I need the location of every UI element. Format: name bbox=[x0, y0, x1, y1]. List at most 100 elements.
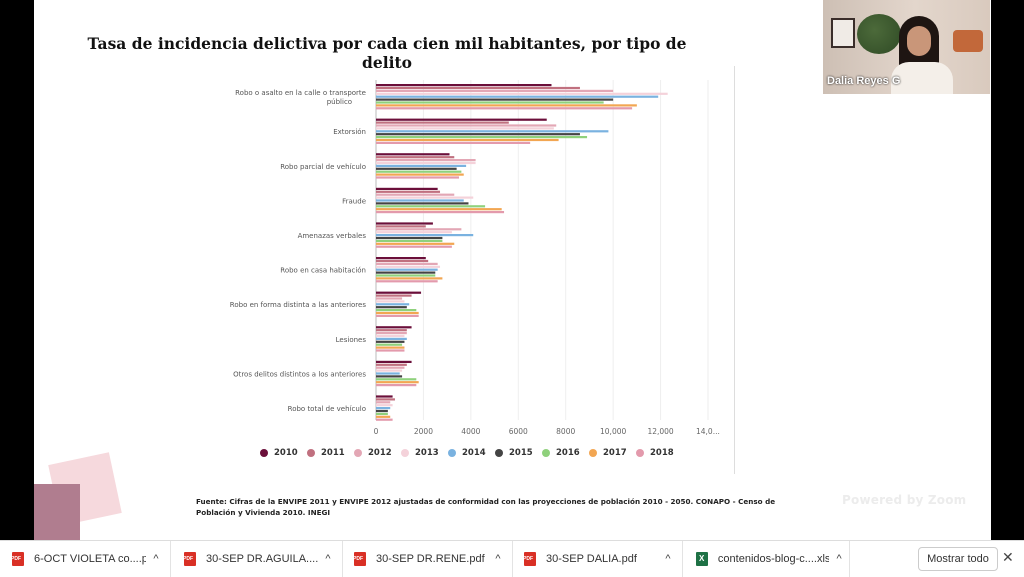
bar-2011 bbox=[376, 398, 395, 401]
bar-2012 bbox=[376, 89, 614, 92]
bar-2018 bbox=[376, 245, 452, 248]
legend-item-2011[interactable]: 2011 bbox=[307, 448, 354, 458]
participant-body bbox=[891, 62, 953, 94]
category-label: Extorsión bbox=[333, 128, 366, 136]
bar-chart: 0 2000 4000 6000 8000 10,000 12,000 14,0... Robo… bbox=[230, 80, 720, 436]
legend-item-2018[interactable]: 2018 bbox=[636, 448, 683, 458]
bar-2012 bbox=[376, 193, 455, 196]
bar-2011 bbox=[376, 190, 441, 193]
bar-2016 bbox=[376, 170, 462, 173]
plant bbox=[857, 14, 901, 54]
bar-2012 bbox=[376, 401, 391, 404]
x-tick-label: 4000 bbox=[461, 427, 480, 436]
chevron-up-icon[interactable]: ^ bbox=[325, 553, 331, 565]
participant-name: Dalia Reyes G bbox=[827, 75, 901, 87]
bar-2011 bbox=[376, 121, 509, 124]
legend-dot-icon bbox=[354, 449, 362, 457]
chevron-up-icon[interactable]: ^ bbox=[495, 553, 501, 565]
bar-2016 bbox=[376, 205, 486, 208]
bar-2016 bbox=[376, 309, 417, 312]
bar-2018 bbox=[376, 349, 405, 352]
bar-2010 bbox=[376, 257, 426, 260]
bar-2010 bbox=[376, 118, 547, 121]
download-item[interactable]: 30-SEP DR.RENE.pdf ^ bbox=[342, 541, 513, 577]
legend-label: 2018 bbox=[650, 448, 674, 458]
bar-2012 bbox=[376, 124, 557, 127]
category-label: Robo en forma distinta a las anteriores bbox=[230, 301, 367, 309]
bar-2012 bbox=[376, 159, 476, 162]
participant-video-tile[interactable]: Dalia Reyes G bbox=[823, 0, 990, 94]
chevron-up-icon[interactable]: ^ bbox=[836, 553, 842, 565]
legend-item-2014[interactable]: 2014 bbox=[448, 448, 495, 458]
legend-item-2015[interactable]: 2015 bbox=[495, 448, 542, 458]
bar-2014 bbox=[376, 337, 407, 340]
download-item[interactable]: contenidos-blog-c....xlsx ^ bbox=[684, 541, 850, 577]
download-item[interactable]: 30-SEP DR.AGUILA....pdf ^ bbox=[172, 541, 343, 577]
bar-2018 bbox=[376, 211, 505, 214]
bar-2013 bbox=[376, 231, 452, 234]
legend-label: 2015 bbox=[509, 448, 533, 458]
legend-item-2010[interactable]: 2010 bbox=[260, 448, 307, 458]
legend-label: 2014 bbox=[462, 448, 486, 458]
bar-2018 bbox=[376, 141, 531, 144]
chevron-up-icon[interactable]: ^ bbox=[153, 553, 159, 565]
bar-2017 bbox=[376, 311, 419, 315]
legend-label: 2017 bbox=[603, 448, 627, 458]
bar-2015 bbox=[376, 167, 457, 170]
bar-2014 bbox=[376, 95, 659, 98]
legend-item-2013[interactable]: 2013 bbox=[401, 448, 448, 458]
legend-item-2012[interactable]: 2012 bbox=[354, 448, 401, 458]
bar-2015 bbox=[376, 271, 436, 274]
bar-2010 bbox=[376, 395, 393, 398]
bar-2018 bbox=[376, 176, 459, 179]
bar-2016 bbox=[376, 378, 417, 381]
close-icon[interactable]: ✕ bbox=[1002, 549, 1014, 565]
bar-2011 bbox=[376, 329, 407, 332]
legend-dot-icon bbox=[495, 449, 503, 457]
bar-2010 bbox=[376, 291, 422, 294]
bar-2015 bbox=[376, 202, 469, 205]
show-all-button[interactable]: Mostrar todo bbox=[918, 547, 998, 571]
bar-2015 bbox=[376, 375, 403, 378]
chevron-up-icon[interactable]: ^ bbox=[665, 553, 671, 565]
bar-2017 bbox=[376, 277, 443, 280]
download-filename: 30-SEP DALIA.pdf bbox=[546, 553, 637, 565]
category-label: Otros delitos distintos a los anteriores bbox=[233, 370, 366, 378]
legend-item-2016[interactable]: 2016 bbox=[542, 448, 589, 458]
download-filename: 30-SEP DR.AGUILA....pdf bbox=[206, 553, 318, 565]
legend-item-2017[interactable]: 2017 bbox=[589, 448, 636, 458]
bar-2010 bbox=[376, 153, 450, 156]
bar-2014 bbox=[376, 268, 438, 271]
bar-2010 bbox=[376, 360, 412, 363]
legend-dot-icon bbox=[542, 449, 550, 457]
slide-divider bbox=[734, 66, 735, 474]
bar-2017 bbox=[376, 415, 391, 418]
pdf-file-icon bbox=[183, 552, 196, 566]
download-item[interactable]: 30-SEP DALIA.pdf ^ bbox=[512, 541, 683, 577]
bar-2015 bbox=[376, 409, 388, 413]
bar-2013 bbox=[376, 161, 476, 165]
x-tick-label: 6000 bbox=[509, 427, 528, 436]
bar-2018 bbox=[376, 418, 393, 421]
bar-2010 bbox=[376, 187, 438, 190]
participant-face bbox=[907, 26, 931, 56]
bar-2014 bbox=[376, 164, 467, 167]
legend-label: 2011 bbox=[321, 448, 345, 458]
category-label: Amenazas verbales bbox=[298, 232, 367, 240]
bar-2018 bbox=[376, 107, 633, 110]
bar-2011 bbox=[376, 259, 429, 263]
bar-2013 bbox=[376, 127, 554, 130]
bar-2011 bbox=[376, 294, 412, 297]
download-item[interactable]: 6-OCT VIOLETA co....pdf ^ bbox=[0, 541, 171, 577]
category-label: Robo en casa habitación bbox=[280, 267, 366, 275]
category-label: Robo o asalto en la calle o transporte pú… bbox=[235, 89, 366, 106]
bar-2012 bbox=[376, 332, 407, 335]
bar-2014 bbox=[376, 303, 410, 306]
bar-2013 bbox=[376, 92, 668, 95]
bar-2015 bbox=[376, 133, 580, 136]
bar-2011 bbox=[376, 86, 580, 90]
bar-2018 bbox=[376, 384, 417, 387]
bar-2013 bbox=[376, 404, 393, 407]
bar-2017 bbox=[376, 138, 559, 142]
legend-dot-icon bbox=[448, 449, 456, 457]
